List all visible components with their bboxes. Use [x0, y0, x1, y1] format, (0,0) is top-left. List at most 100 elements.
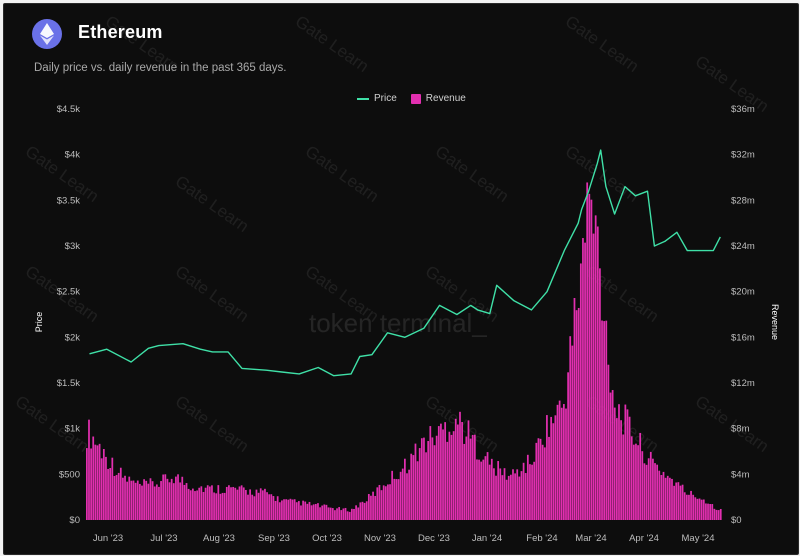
revenue-bar: [139, 483, 141, 520]
legend-item-revenue[interactable]: Revenue: [410, 93, 466, 104]
revenue-bar: [158, 486, 160, 520]
revenue-bar: [476, 459, 478, 520]
revenue-bar: [261, 490, 264, 520]
revenue-bar: [122, 477, 124, 520]
revenue-bar: [319, 507, 321, 520]
revenue-bar: [607, 364, 610, 520]
revenue-bar: [573, 298, 576, 520]
revenue-bar: [526, 454, 529, 520]
revenue-bar: [272, 496, 275, 520]
revenue-bar: [134, 482, 137, 520]
brand-watermark: token terminal_: [309, 308, 487, 338]
revenue-bar: [348, 511, 351, 520]
revenue-bar: [274, 500, 277, 520]
legend-revenue-label: Revenue: [425, 93, 466, 104]
revenue-bar: [546, 415, 548, 520]
revenue-bar: [601, 320, 603, 520]
revenue-bar: [276, 496, 279, 520]
revenue-bar: [711, 504, 714, 520]
x-tick-label: Jul '23: [150, 533, 177, 544]
revenue-bar: [389, 484, 391, 520]
revenue-bar: [423, 437, 425, 520]
y-right-tick-label: $4m: [731, 469, 750, 480]
revenue-bar: [488, 464, 491, 520]
revenue-bar: [255, 489, 258, 520]
revenue-bar: [232, 486, 235, 520]
revenue-bar: [539, 438, 542, 520]
revenue-bar: [185, 483, 188, 520]
revenue-bar: [342, 508, 345, 520]
revenue-bar: [696, 498, 699, 520]
revenue-bar: [128, 476, 131, 520]
revenue-bar: [257, 492, 260, 520]
revenue-bar: [681, 484, 684, 520]
revenue-bar: [611, 390, 614, 520]
revenue-bar: [86, 448, 88, 520]
revenue-bar: [533, 461, 536, 520]
x-tick-label: Feb '24: [526, 533, 557, 544]
x-tick-label: Nov '23: [364, 533, 396, 544]
revenue-bar: [115, 474, 118, 520]
revenue-bar: [658, 470, 661, 520]
revenue-bar: [136, 480, 139, 520]
y-left-tick-label: $1k: [65, 424, 81, 435]
revenue-bar: [162, 474, 165, 520]
revenue-bar: [537, 438, 540, 520]
revenue-bar: [325, 504, 328, 520]
revenue-bar: [582, 238, 584, 521]
revenue-bar: [677, 482, 680, 520]
revenue-bar: [685, 494, 688, 520]
y-left-tick-label: $2.5k: [57, 287, 80, 298]
revenue-bar: [427, 441, 430, 520]
revenue-bar: [338, 507, 341, 520]
revenue-bar: [507, 475, 510, 520]
price-revenue-chart: Gate Learn Gate Learn Gate Learn Gate Learn…: [12, 12, 780, 544]
revenue-bar: [211, 485, 213, 520]
revenue-bar: [635, 443, 637, 520]
revenue-bar: [675, 482, 678, 520]
legend-item-price[interactable]: Price: [357, 93, 397, 104]
x-tick-label: Mar '24: [575, 533, 606, 544]
revenue-bar: [692, 494, 695, 520]
revenue-bar: [329, 507, 332, 520]
revenue-bar: [603, 321, 606, 520]
y-left-tick-label: $0: [69, 515, 80, 526]
watermark-text: Gate Learn: [172, 262, 253, 326]
revenue-bar: [334, 510, 336, 520]
revenue-bar: [404, 458, 406, 520]
revenue-bar: [478, 459, 480, 520]
revenue-bar: [690, 490, 692, 520]
y-left-tick-label: $2k: [65, 332, 81, 343]
revenue-bar: [719, 508, 722, 520]
revenue-bar: [194, 491, 196, 520]
revenue-bar: [484, 456, 487, 520]
revenue-bar: [401, 468, 404, 520]
revenue-bar: [202, 491, 205, 520]
revenue-bar: [228, 485, 230, 520]
revenue-bar: [418, 448, 421, 520]
y-left-axis-title: Price: [34, 312, 44, 333]
price-line: [89, 149, 721, 377]
revenue-bar: [179, 482, 182, 520]
revenue-bar: [656, 464, 659, 520]
revenue-bar: [465, 436, 468, 520]
x-tick-label: Aug '23: [203, 533, 235, 544]
revenue-bar: [340, 510, 343, 520]
watermark-text: Gate Learn: [562, 12, 643, 76]
revenue-bar: [357, 507, 360, 520]
revenue-bar: [236, 489, 239, 520]
x-tick-label: Dec '23: [418, 533, 450, 544]
watermark-text: Gate Learn: [562, 142, 643, 206]
revenue-bar: [170, 478, 173, 520]
revenue-bar: [295, 502, 298, 520]
revenue-bar: [563, 404, 565, 520]
revenue-bar: [124, 475, 126, 520]
revenue-bar: [457, 424, 459, 520]
revenue-bar: [372, 491, 374, 520]
revenue-bar: [628, 416, 631, 520]
revenue-bar: [486, 452, 489, 520]
revenue-bar: [111, 457, 114, 520]
revenue-bar: [132, 480, 135, 520]
revenue-bar: [259, 488, 262, 520]
watermark-text: Gate Learn: [172, 172, 253, 236]
